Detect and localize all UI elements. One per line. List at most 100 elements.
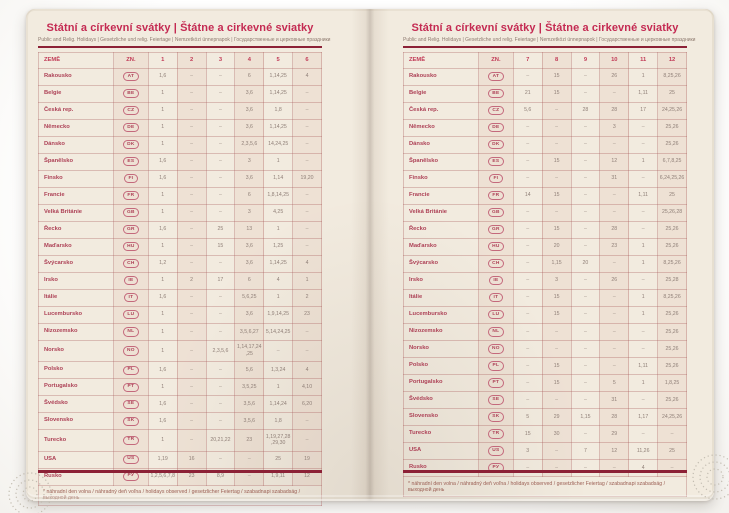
country-name: Turecko xyxy=(403,424,479,443)
holiday-cell: – xyxy=(205,288,236,307)
country-name: Portugalsko xyxy=(38,378,114,397)
holiday-cell: 2,3,5,6 xyxy=(205,339,236,363)
country-name: Německo xyxy=(403,118,479,137)
country-code-cell: CH xyxy=(113,254,149,273)
table-row: Nizozemsko NL – – – – –25,26 xyxy=(403,322,687,341)
holiday-cell: 30 xyxy=(541,424,572,443)
holiday-cell: 25,26 xyxy=(657,305,687,324)
holiday-cell: 25 xyxy=(657,186,687,205)
holiday-cell: – xyxy=(205,135,236,154)
holiday-cell: – xyxy=(570,322,601,341)
holiday-cell: – xyxy=(176,118,207,137)
page-subtitle: Public and Relig. Holidays | Gesetzliche… xyxy=(38,36,331,43)
holiday-cell: – xyxy=(512,271,543,290)
holiday-cell: – xyxy=(292,135,322,154)
holiday-cell: – xyxy=(628,135,659,154)
holiday-cell: – xyxy=(570,118,601,137)
holiday-cell: 1 xyxy=(628,152,659,171)
country-code-cell: ES xyxy=(478,152,514,171)
holiday-cell: – xyxy=(541,390,572,409)
country-name: Slovensko xyxy=(403,407,479,426)
holiday-cell: – xyxy=(176,254,207,273)
country-name: Švédsko xyxy=(38,395,114,414)
holiday-cell: – xyxy=(205,169,236,188)
holiday-cell: 1,15 xyxy=(541,254,572,273)
holiday-cell: – xyxy=(205,378,236,397)
holiday-cell: – xyxy=(205,395,236,414)
holiday-cell: – xyxy=(599,356,630,375)
holiday-cell: 3 xyxy=(234,152,265,171)
country-code-badge: TR xyxy=(122,435,139,445)
holiday-cell: – xyxy=(512,458,543,478)
country-code-badge: NL xyxy=(122,327,139,337)
holiday-cell: – xyxy=(570,356,601,375)
country-code-cell: PT xyxy=(113,378,149,397)
holiday-cell: – xyxy=(176,305,207,324)
country-code-cell: HU xyxy=(113,237,149,256)
holiday-cell: – xyxy=(541,441,572,461)
holiday-cell: 1 xyxy=(147,203,178,222)
holiday-cell: 6,20 xyxy=(292,395,322,414)
country-name: Maďarsko xyxy=(38,237,114,256)
holiday-cell: 1 xyxy=(263,288,294,307)
holiday-cell: 21 xyxy=(512,84,543,103)
country-code-badge: SK xyxy=(122,416,140,426)
month-column-header: 11 xyxy=(628,51,659,69)
holiday-cell: 1 xyxy=(147,322,178,341)
country-name: Polsko xyxy=(38,361,114,380)
holiday-cell: – xyxy=(541,118,572,137)
table-row: Česká rep. CZ 5,6–28 28 17 24,25,26 xyxy=(403,101,687,120)
holiday-cell: – xyxy=(512,254,543,273)
holiday-cell: – xyxy=(292,220,322,239)
country-code-cell: SK xyxy=(478,407,514,426)
country-code-badge: PT xyxy=(488,378,504,388)
table-row: Švýcarsko CH 1,2– –3,6 1,14,25 4 xyxy=(38,254,322,273)
holiday-cell: 28 xyxy=(570,101,601,120)
holiday-cell: 3,6 xyxy=(234,118,265,137)
holiday-cell: 14,24,25 xyxy=(263,135,294,154)
holiday-cell: 31 xyxy=(599,169,630,188)
country-code-badge: FR xyxy=(487,191,504,201)
country-name: Lucembursko xyxy=(38,305,114,324)
holiday-cell: 1 xyxy=(628,237,659,256)
holiday-cell: 1 xyxy=(292,271,322,290)
holiday-cell: – xyxy=(176,67,207,86)
holiday-cell: – xyxy=(541,169,572,188)
country-code-badge: IE xyxy=(123,276,138,286)
holiday-cell: 25,26 xyxy=(657,356,687,375)
table-row: Irsko IE –3–26–25,28 xyxy=(403,271,687,290)
holiday-cell: 6,7,8,25 xyxy=(657,152,687,171)
holiday-cell: 3 xyxy=(512,441,543,461)
holiday-cell: 20 xyxy=(541,237,572,256)
country-code-badge: LU xyxy=(122,310,139,320)
country-code-badge: IT xyxy=(488,293,503,303)
holiday-cell: 25,26 xyxy=(657,339,687,358)
country-code-cell: US xyxy=(113,450,149,469)
holiday-cell: 2 xyxy=(292,288,322,307)
holiday-cell: – xyxy=(599,135,630,154)
table-row: Dánsko DK – – – – –25,26 xyxy=(403,135,687,154)
country-code-cell: GR xyxy=(113,220,149,239)
country-code-cell: FI xyxy=(478,169,514,188)
country-code-badge: NO xyxy=(122,346,140,356)
holiday-cell: – xyxy=(205,254,236,273)
table-row: Francie FR 1– –6 1,8,14,25– xyxy=(38,186,322,205)
holiday-cell: 15 xyxy=(541,305,572,324)
holiday-cell: 1,6 xyxy=(147,67,178,86)
holiday-cell: – xyxy=(205,67,236,86)
holiday-cell: 28 xyxy=(599,407,630,426)
country-name: Irsko xyxy=(403,271,479,290)
holiday-cell: 1,11 xyxy=(628,356,659,375)
holiday-cell: – xyxy=(570,458,601,478)
holiday-cell: 1 xyxy=(147,271,178,290)
table-row: Irsko IE 1 2 17 6 4 1 xyxy=(38,271,322,290)
table-row: Francie FR 14 15– –1,11 25 xyxy=(403,186,687,205)
holiday-cell: 28 xyxy=(599,101,630,120)
country-name: Nizozemsko xyxy=(403,322,479,341)
table-row: Maďarsko HU –20–23 1 25,26 xyxy=(403,237,687,256)
holiday-cell: 6 xyxy=(234,186,265,205)
country-name: Portugalsko xyxy=(403,373,479,392)
holiday-cell: 4 xyxy=(292,361,322,380)
holiday-cell: 1 xyxy=(628,67,659,86)
holiday-cell: 15 xyxy=(541,67,572,86)
